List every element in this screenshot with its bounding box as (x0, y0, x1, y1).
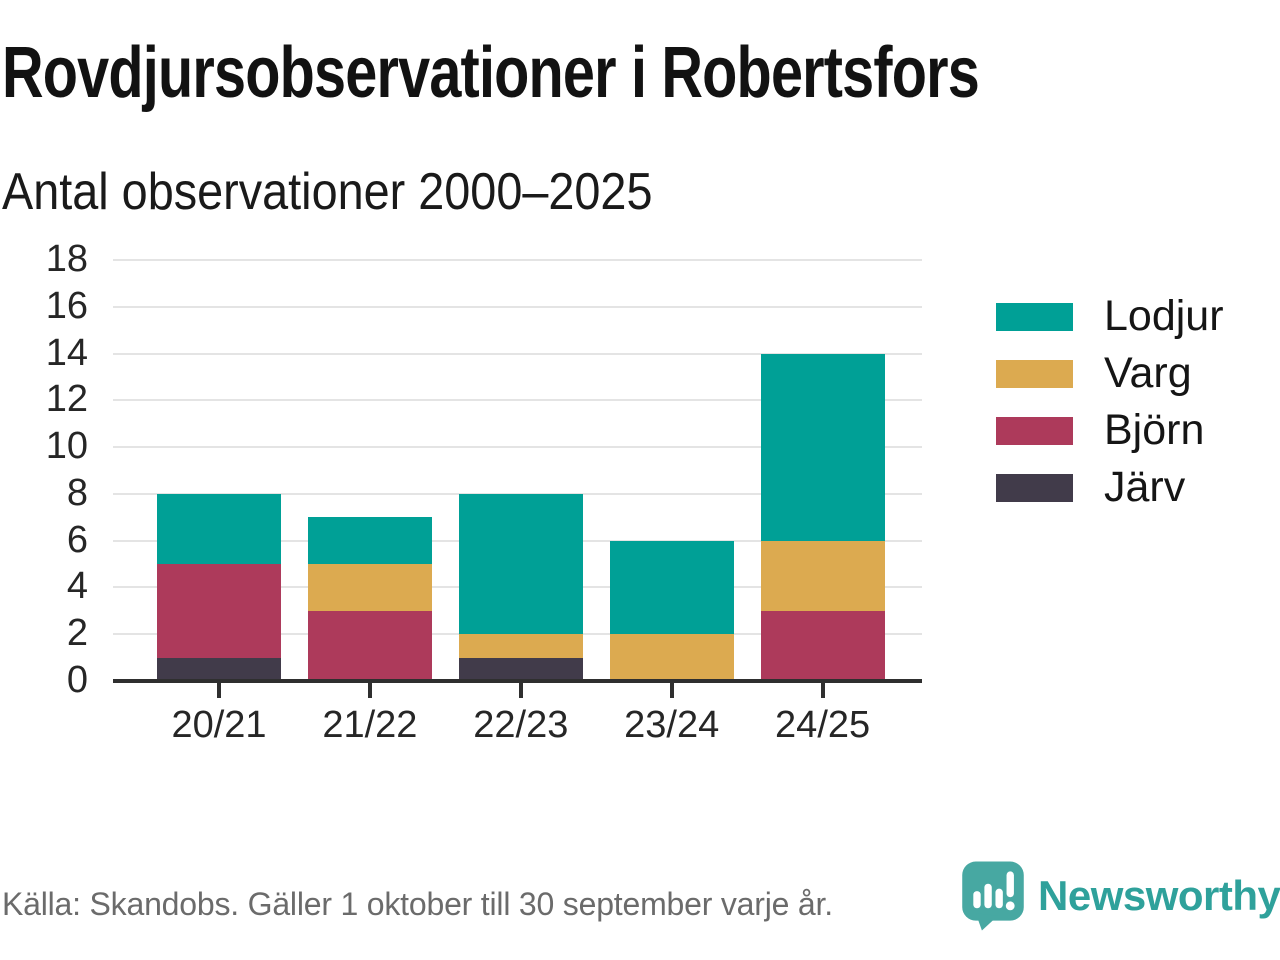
y-axis-tick-label: 12 (45, 378, 88, 421)
legend-label: Varg (1104, 349, 1192, 397)
y-axis-tick-label: 2 (66, 612, 88, 655)
bar-segment (609, 540, 734, 635)
legend-item: Lodjur (996, 288, 1224, 345)
legend-item: Björn (996, 402, 1224, 459)
bar-segment (157, 493, 281, 565)
bar-segment (307, 564, 432, 611)
y-axis-tick-label: 4 (66, 565, 88, 608)
y-axis-tick-label: 18 (45, 238, 88, 281)
gridline-y-10 (113, 446, 922, 449)
legend-label: Lodjur (1104, 292, 1224, 340)
legend-label: Järv (1104, 463, 1186, 511)
x-axis-tick-label: 24/25 (775, 704, 871, 746)
y-axis-tick-label: 14 (45, 331, 88, 374)
newsworthy-logo: Newsworthy (961, 858, 1280, 934)
legend-label: Björn (1104, 406, 1205, 454)
bar-segment (307, 610, 432, 681)
y-axis-tick-label: 6 (66, 518, 88, 561)
gridline-y-14 (113, 352, 922, 355)
y-axis-tick-label: 8 (66, 472, 88, 515)
y-axis-tick-label: 10 (45, 425, 88, 468)
gridline-y-12 (113, 399, 922, 402)
y-axis-tick-label: 0 (66, 659, 88, 702)
x-axis-tick-label: 23/24 (624, 704, 720, 746)
legend-swatch (996, 302, 1073, 331)
x-axis-tick (669, 683, 674, 698)
bar-segment (760, 540, 885, 611)
newsworthy-wordmark: Newsworthy (1038, 872, 1280, 919)
chart-subtitle: Antal observationer 2000–2025 (2, 163, 653, 221)
legend: Lodjur Varg Björn Järv (996, 288, 1224, 516)
source-note: Källa: Skandobs. Gäller 1 oktober till 3… (2, 886, 833, 922)
chart-title: Rovdjursobservationer i Robertsfors (2, 33, 980, 113)
newsworthy-speech-bubble-chart-icon (962, 861, 1024, 931)
x-axis-tick (518, 683, 523, 698)
bar-segment (760, 610, 885, 681)
bar-segment (609, 634, 734, 681)
legend-swatch (996, 359, 1073, 388)
bar-segment (458, 634, 583, 658)
legend-swatch (996, 416, 1073, 445)
bar-segment (458, 657, 583, 681)
y-axis-tick-label: 16 (45, 285, 88, 328)
legend-item: Varg (996, 345, 1224, 402)
bar-segment (458, 493, 583, 635)
x-axis-baseline (113, 679, 922, 683)
x-axis-tick-label: 22/23 (473, 704, 569, 746)
gridline-y-16 (113, 305, 922, 308)
x-axis-tick-label: 20/21 (171, 704, 267, 746)
legend-swatch (996, 473, 1073, 502)
gridline-y-18 (113, 259, 922, 261)
bar-segment (760, 353, 885, 541)
x-axis-tick (217, 683, 221, 698)
bar-segment (157, 657, 281, 681)
x-axis-tick (820, 683, 825, 698)
bar-segment (157, 564, 281, 658)
x-axis-tick (367, 683, 372, 698)
x-axis-tick-label: 21/22 (322, 704, 418, 746)
legend-item: Järv (996, 459, 1224, 516)
bar-segment (307, 517, 432, 565)
